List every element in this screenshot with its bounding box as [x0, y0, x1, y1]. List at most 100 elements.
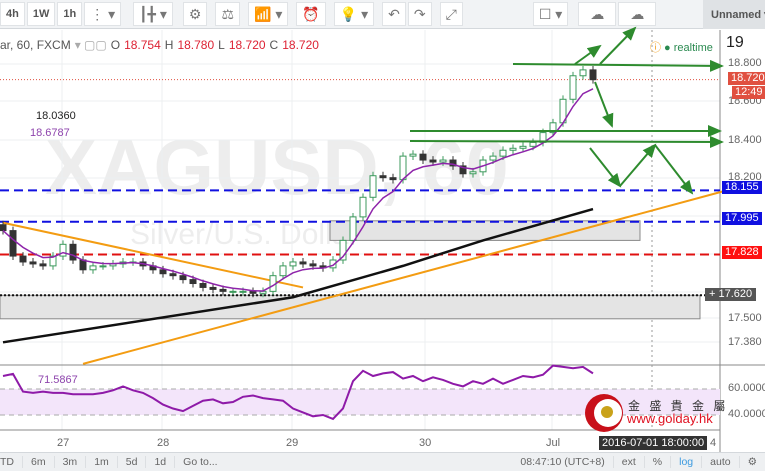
header-value: 19 — [726, 34, 744, 51]
watermark-symbol: XAGUSD, 60 — [45, 123, 509, 211]
realtime-label: realtime — [673, 42, 713, 54]
range-3m[interactable]: 3m — [55, 456, 87, 468]
realtime-status: ⓘ ● realtime — [650, 42, 713, 54]
open-label: O — [110, 38, 121, 52]
crosshair-time-label: 2016-07-01 18:00:00 — [599, 436, 708, 450]
low-label: L — [218, 38, 225, 52]
ma-short-line — [2, 88, 594, 292]
date-tick: 29 — [286, 437, 299, 449]
lightbulb-icon[interactable]: 💡 ▾ — [333, 2, 375, 26]
trendline — [82, 190, 724, 365]
more-icon[interactable]: ⋮ ▾ — [84, 2, 122, 26]
candle — [389, 177, 397, 181]
candle — [219, 288, 227, 292]
range-1d[interactable]: 1d — [146, 456, 176, 468]
log-toggle[interactable]: log — [671, 456, 703, 468]
forecast-arrow — [409, 135, 724, 148]
candle — [429, 159, 437, 163]
forecast-arrow — [599, 26, 637, 65]
ma-short-value: 18.6787 — [30, 127, 70, 139]
price-zone — [329, 220, 641, 241]
high-value: 18.780 — [177, 38, 215, 52]
candle — [179, 275, 187, 281]
interval-1h-button[interactable]: 1h — [57, 2, 83, 26]
golday-logo — [585, 394, 623, 432]
redo-icon[interactable]: ↷ — [407, 2, 432, 26]
gear-icon[interactable]: ⚙ — [182, 2, 208, 26]
range-1m[interactable]: 1m — [86, 456, 118, 468]
interval-1w-button[interactable]: 1W — [26, 2, 56, 26]
high-label: H — [164, 38, 174, 52]
candle — [329, 259, 337, 269]
compare-icon[interactable]: ⚖ — [215, 2, 241, 26]
date-tick: 30 — [419, 437, 432, 449]
crosshair-price-label[interactable]: + 17.620 — [705, 288, 757, 301]
candles-icon[interactable]: ┃╋ ▾ — [133, 2, 173, 26]
price-tick: 18.400 — [728, 134, 762, 146]
candle — [469, 171, 477, 175]
candle — [419, 153, 427, 161]
candle — [369, 175, 377, 198]
symbol-label[interactable]: ar, 60, FXCM — [0, 38, 71, 52]
interval-4h-button[interactable]: 4h — [0, 2, 25, 26]
ext-toggle[interactable]: ext — [614, 456, 645, 468]
fullscreen-icon[interactable]: ⤢ — [439, 2, 463, 26]
clock: 08:47:10 (UTC+8) — [512, 456, 614, 468]
date-tick: Jul — [546, 437, 561, 449]
layout-name: Unnamed — [711, 8, 762, 21]
candle — [379, 175, 387, 179]
logo-chinese-text: 金 盛 貴 金 屬 — [628, 399, 729, 413]
countdown-label: 12:49 — [732, 86, 765, 99]
candle — [169, 273, 177, 277]
last-price-label: 18.720 — [728, 72, 765, 85]
forecast-arrow — [654, 144, 694, 195]
square-icon[interactable]: ☐ ▾ — [532, 2, 569, 26]
indicators-icon[interactable]: 📶 ▾ — [248, 2, 289, 26]
candle — [399, 155, 407, 181]
candle — [349, 216, 357, 241]
toolbar: 4h 1W 1h ⋮ ▾ ┃╋ ▾ ⚙ ⚖ 📶 ▾ ⏰ 💡 ▾ ↶ ↷ ⤢ ☐ … — [0, 0, 765, 29]
goto-button[interactable]: Go to... — [183, 456, 218, 468]
level-label-blue-2: 17.995 — [722, 212, 762, 225]
forecast-arrow — [589, 147, 622, 188]
candle — [189, 279, 197, 285]
ohlc-legend: ar, 60, FXCM ▾ ▢▢ O 18.754 H 18.780 L 18.720… — [0, 38, 319, 52]
candle — [249, 290, 257, 294]
settings-gear-icon[interactable]: ⚙ — [747, 456, 757, 468]
warning-icon: ⓘ — [650, 42, 661, 54]
range-ytd[interactable]: TD — [0, 456, 23, 468]
rsi-line — [2, 364, 594, 421]
undo-icon[interactable]: ↶ — [382, 2, 406, 26]
cloud-upload-icon[interactable]: ☁ — [618, 2, 657, 26]
trendline — [2, 221, 304, 289]
candle — [239, 290, 247, 293]
candle — [209, 286, 217, 290]
bottom-bar: TD 6m 3m 1m 5d 1d Go to... 08:47:10 (UTC… — [0, 452, 765, 471]
rsi-value: 71.5867 — [38, 374, 78, 386]
price-tick: 18.800 — [728, 57, 762, 69]
low-value: 18.720 — [228, 38, 266, 52]
price-tick: 17.500 — [728, 312, 762, 324]
candle — [459, 165, 467, 175]
level-label-blue-1: 18.155 — [722, 181, 762, 194]
candle — [9, 230, 17, 257]
percent-toggle[interactable]: % — [645, 456, 672, 468]
candle — [299, 261, 307, 265]
layout-name-button[interactable]: Unnamed ▾ — [703, 0, 765, 29]
range-6m[interactable]: 6m — [23, 456, 55, 468]
ma-long-line — [2, 207, 594, 344]
cloud-download-icon[interactable]: ☁ — [578, 2, 617, 26]
date-tick: 4 — [710, 437, 717, 449]
candle — [579, 69, 587, 77]
candle — [549, 122, 557, 134]
range-5d[interactable]: 5d — [118, 456, 147, 468]
auto-toggle[interactable]: auto — [702, 456, 740, 468]
alert-icon[interactable]: ⏰ — [296, 2, 326, 26]
candle — [39, 263, 47, 267]
candle — [309, 263, 317, 267]
candle — [59, 243, 67, 257]
logo-url: www.golday.hk — [627, 411, 713, 426]
forecast-arrow — [594, 81, 614, 128]
candle — [449, 159, 457, 167]
candle — [439, 159, 447, 163]
